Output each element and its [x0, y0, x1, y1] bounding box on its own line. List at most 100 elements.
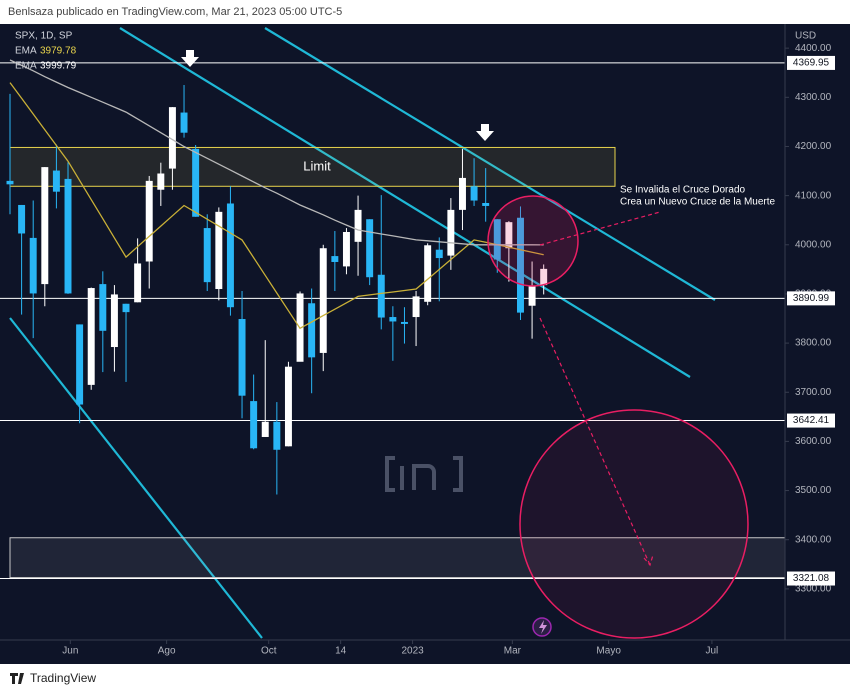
candle-body [168, 107, 176, 169]
candle-body [319, 248, 327, 353]
levels [0, 62, 785, 580]
watermark-logo [385, 456, 463, 492]
watermark [385, 456, 463, 492]
candle-body [29, 237, 37, 294]
x-tick-label: Ago [158, 646, 176, 657]
level-label: 3890.99 [793, 293, 830, 304]
zone [9, 146, 616, 187]
candle-body [482, 202, 490, 206]
level-tag [787, 55, 835, 70]
candle-body [238, 319, 246, 396]
level-label: 3321.08 [793, 573, 830, 584]
candle-body [192, 148, 200, 217]
dashed-arrows [539, 211, 661, 567]
candle-body [215, 211, 223, 290]
down-arrow [476, 124, 494, 141]
highlight-circle [487, 195, 579, 287]
y-tick-label: 4400.00 [795, 43, 832, 54]
level-label: 3642.41 [793, 415, 830, 426]
candle-body [64, 178, 72, 294]
ema-line [9, 82, 544, 330]
candle-body [470, 186, 478, 201]
candle-body [203, 228, 211, 283]
candle-body [6, 180, 14, 185]
x-tick-label: Jun [62, 646, 78, 657]
trend-line [264, 27, 716, 301]
level-label: 4369.95 [793, 58, 830, 69]
candle-body [18, 204, 26, 234]
lightning-glyph [539, 620, 547, 634]
legend-value: 3999.79 [40, 61, 77, 72]
zone-label: Limit [303, 158, 331, 173]
candle-body [342, 232, 350, 267]
candle-body [412, 296, 420, 318]
header-text: Benlsaza publicado en TradingView.com, M… [8, 6, 342, 18]
axis-labels: 4400.004300.004200.004100.004000.003900.… [62, 43, 835, 657]
candle-body [528, 285, 536, 306]
candle-body [134, 263, 142, 303]
dashed-arrow [539, 317, 654, 567]
footer-logo [10, 673, 24, 684]
zone [9, 537, 786, 579]
level-tag [787, 413, 835, 428]
annotation: Crea un Nuevo Cruce de la Muerte [620, 197, 776, 208]
plot-bg [0, 24, 850, 664]
y-tick-label: 4200.00 [795, 141, 832, 152]
candle-body [424, 245, 432, 302]
candle-body [400, 321, 408, 324]
candle-body [122, 303, 130, 313]
y-tick-label: 3700.00 [795, 387, 832, 398]
candle-body [389, 317, 397, 322]
candle-body [99, 284, 107, 331]
candle-body [447, 209, 455, 256]
candle-body [110, 294, 118, 348]
zones: Limit [9, 146, 786, 579]
y-tick-label: 3500.00 [795, 485, 832, 496]
y-tick-label: 3300.00 [795, 584, 832, 595]
y-tick-label: 3600.00 [795, 436, 832, 447]
symbol-label: SPX, 1D, SP [15, 31, 73, 42]
candle-body [250, 401, 258, 449]
candle-body [331, 256, 339, 262]
y-tick-label: 4000.00 [795, 239, 832, 250]
candle-body [261, 421, 269, 437]
annotation: Se Invalida el Cruce Dorado [620, 185, 746, 196]
ema-lines [9, 59, 544, 330]
ema-line [9, 59, 544, 246]
down-arrow [181, 50, 199, 67]
trend-line [119, 27, 691, 378]
footer-brand: TradingView [30, 671, 96, 685]
candle-body [180, 112, 188, 133]
candle-body [505, 222, 513, 249]
candle-body [493, 219, 501, 260]
candle-body [87, 288, 95, 385]
candle-body [157, 173, 165, 190]
candle-body [366, 219, 374, 278]
candle-body [308, 303, 316, 358]
candle-body [540, 268, 548, 286]
candle-body [377, 274, 385, 318]
candle-body [226, 203, 234, 308]
candle-body [458, 177, 466, 210]
x-tick-label: Mar [504, 646, 522, 657]
y-tick-label: 4300.00 [795, 92, 832, 103]
x-tick-label: 2023 [401, 646, 424, 657]
trend-line [9, 317, 263, 639]
target-circle [519, 409, 749, 639]
candle-body [273, 421, 281, 450]
legend-name: EMA [15, 61, 37, 72]
y-tick-label: 3800.00 [795, 338, 832, 349]
level-tag [787, 291, 835, 306]
x-tick-label: Oct [261, 646, 277, 657]
candle-body [284, 366, 292, 447]
price-axis-bg [785, 24, 850, 664]
legend-name: EMA [15, 46, 37, 57]
candle-body [435, 249, 443, 259]
currency-label: USD [795, 31, 816, 42]
legend-value: 3979.78 [40, 46, 77, 57]
candle-body [354, 209, 362, 242]
x-tick-label: Mayo [596, 646, 621, 657]
arrows [181, 50, 494, 141]
